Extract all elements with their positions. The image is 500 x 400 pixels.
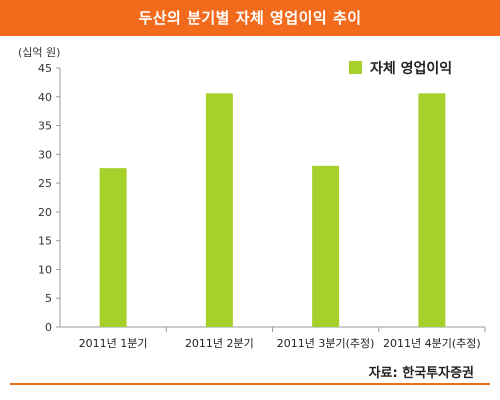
y-tick-label: 5	[45, 292, 52, 305]
y-tick-label: 35	[38, 120, 52, 133]
bottom-rule	[10, 383, 490, 385]
y-tick-label: 40	[38, 91, 52, 104]
legend: 자체 영업이익	[349, 60, 452, 77]
x-category-label: 2011년 1분기	[79, 337, 148, 350]
bar	[312, 165, 340, 327]
chart-title: 두산의 분기별 자체 영업이익 추이	[138, 9, 362, 27]
y-tick-label: 45	[38, 62, 52, 75]
bar	[99, 168, 127, 327]
y-axis-unit-label: (십억 원)	[18, 46, 61, 59]
y-tick-label: 10	[38, 263, 52, 276]
y-tick-label: 20	[38, 206, 52, 219]
y-tick-label: 25	[38, 177, 52, 190]
y-tick-label: 30	[38, 148, 52, 161]
source-label: 자료: 한국투자증권	[368, 366, 474, 381]
y-tick-label: 15	[38, 235, 52, 248]
legend-label: 자체 영업이익	[370, 60, 452, 77]
bar	[418, 93, 446, 327]
x-category-label: 2011년 3분기(추정)	[277, 337, 375, 350]
axes: 0 5 10 15 20 25 30 35 40 45 2011년 1분기 2011년 2분기 2011…	[38, 62, 486, 350]
y-tick-label: 0	[45, 321, 52, 334]
bar	[205, 93, 233, 327]
legend-swatch	[349, 61, 362, 74]
x-category-label: 2011년 4분기(추정)	[383, 337, 481, 350]
bars	[99, 93, 446, 327]
title-bar	[0, 0, 500, 36]
x-category-label: 2011년 2분기	[185, 337, 254, 350]
